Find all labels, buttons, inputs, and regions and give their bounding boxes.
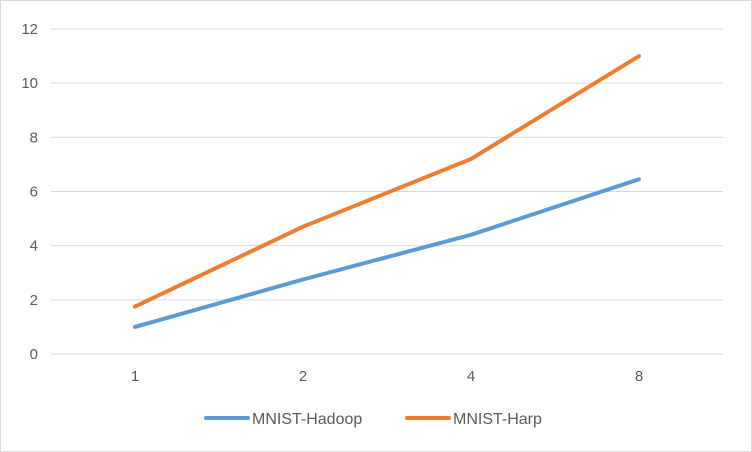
legend-label: MNIST-Hadoop xyxy=(252,411,362,428)
y-tick-label: 6 xyxy=(30,184,38,201)
x-tick-label: 4 xyxy=(467,368,475,385)
series-lines xyxy=(133,54,641,329)
y-tick-label: 4 xyxy=(30,238,38,255)
y-tick-label: 8 xyxy=(30,129,38,146)
legend: MNIST-Hadoop MNIST-Harp xyxy=(204,411,542,428)
x-tick-label: 2 xyxy=(299,368,307,385)
x-axis-ticks: 1 2 4 8 xyxy=(131,368,643,385)
y-tick-label: 12 xyxy=(21,21,38,38)
x-tick-label: 8 xyxy=(635,368,643,385)
x-tick-label: 1 xyxy=(131,368,139,385)
y-tick-label: 2 xyxy=(30,292,38,309)
series-line-mnist-harp xyxy=(133,54,641,309)
series-line-mnist-hadoop xyxy=(133,177,641,329)
y-axis-ticks: 0 2 4 6 8 10 12 xyxy=(21,21,38,363)
y-tick-label: 10 xyxy=(21,75,38,92)
y-tick-label: 0 xyxy=(30,346,38,363)
legend-label: MNIST-Harp xyxy=(453,411,542,428)
